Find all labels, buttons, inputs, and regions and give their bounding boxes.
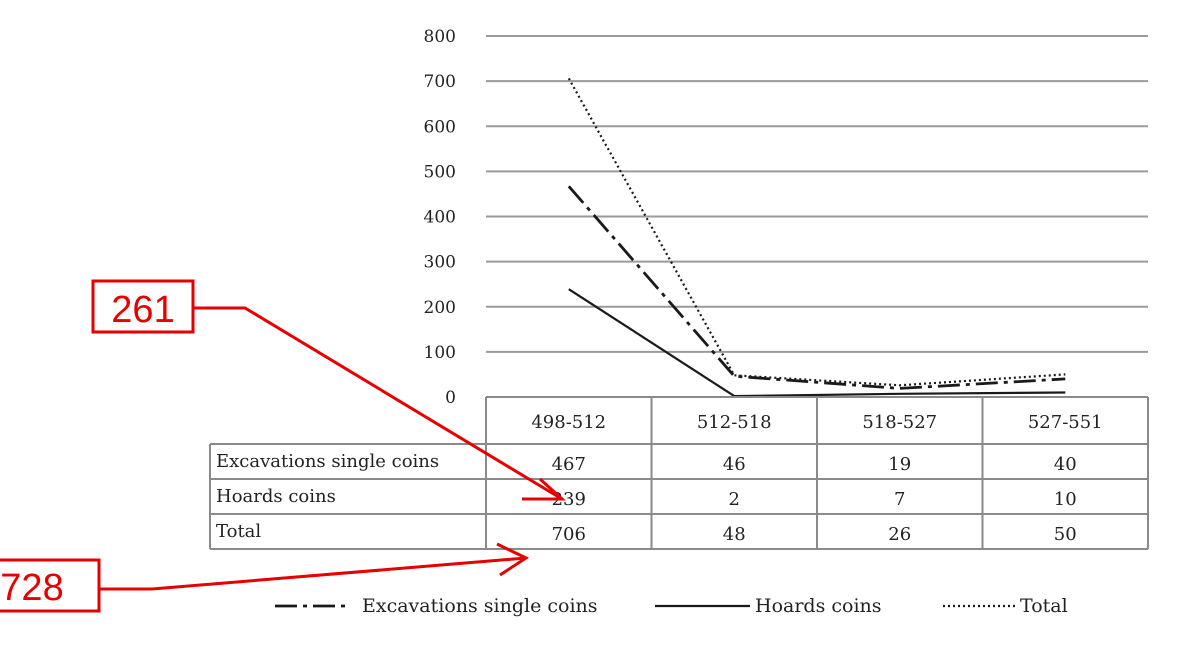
series-line-hoards-coins [568,288,1066,398]
legend-label-hoards-coins: Hoards coins [755,595,882,617]
y-tick-label: 800 [424,27,456,47]
y-tick-label: 300 [424,253,456,273]
table-cell-hoards-coins-527-551: 10 [1054,489,1077,510]
table-header-518-527: 518-527 [862,412,937,433]
y-axis-ticks: 0 100 200 300 400 500 600 700 800 [424,27,456,408]
table-cell-excavations-single-coins-498-512: 467 [552,454,586,475]
table-header-512-518: 512-518 [697,412,772,433]
y-tick-label: 400 [424,208,456,228]
table-row-label-excavations-single-coins: Excavations single coins [216,451,439,472]
annotation-box-728 [0,558,101,613]
series-line-excavations-single-coins [567,185,1066,390]
y-tick-label: 700 [424,72,456,92]
annotation-arrowhead-728 [496,542,530,577]
table-cell-excavations-single-coins-527-551: 40 [1054,454,1077,475]
y-tick-label: 600 [424,117,456,137]
table-row-label-hoards-coins: Hoards coins [216,486,336,507]
table-cell-total-527-551: 50 [1054,524,1077,545]
grid-lines [486,35,1148,353]
table-header-498-512: 498-512 [531,412,606,433]
table-cell-excavations-single-coins-518-527: 19 [888,454,911,475]
annotation-label-728: 728 [0,567,63,609]
legend-label-excavations-single-coins: Excavations single coins [362,595,598,617]
y-tick-label: 500 [424,162,456,182]
legend-label-total: Total [1020,595,1068,617]
series-line-total [567,77,1066,387]
data-table: 498-512 512-518 518-527 527-551 Excavations … [209,396,1149,550]
annotation-label-261: 261 [111,289,174,331]
table-cell-hoards-coins-512-518: 2 [729,489,740,510]
table-cell-excavations-single-coins-512-518: 46 [723,454,746,475]
table-cell-total-498-512: 706 [552,524,586,545]
annotation-arrowhead-261 [522,477,566,501]
table-row-label-total: Total [216,521,261,542]
table-cell-hoards-coins-498-512: 239 [552,489,586,510]
y-tick-label: 0 [445,388,456,408]
table-cell-hoards-coins-518-527: 7 [894,489,905,510]
legend: Excavations single coins Hoards coins Tota… [275,595,1068,617]
table-cell-total-518-527: 26 [888,524,911,545]
series-lines [567,77,1066,398]
annotation-arrow-261 [193,306,563,501]
y-tick-label: 100 [424,343,456,363]
table-header-527-551: 527-551 [1028,412,1103,433]
annotations: 261 728 [0,279,566,613]
y-tick-label: 200 [424,298,456,318]
annotation-arrow-728 [99,556,527,591]
table-cell-total-512-518: 48 [723,524,746,545]
